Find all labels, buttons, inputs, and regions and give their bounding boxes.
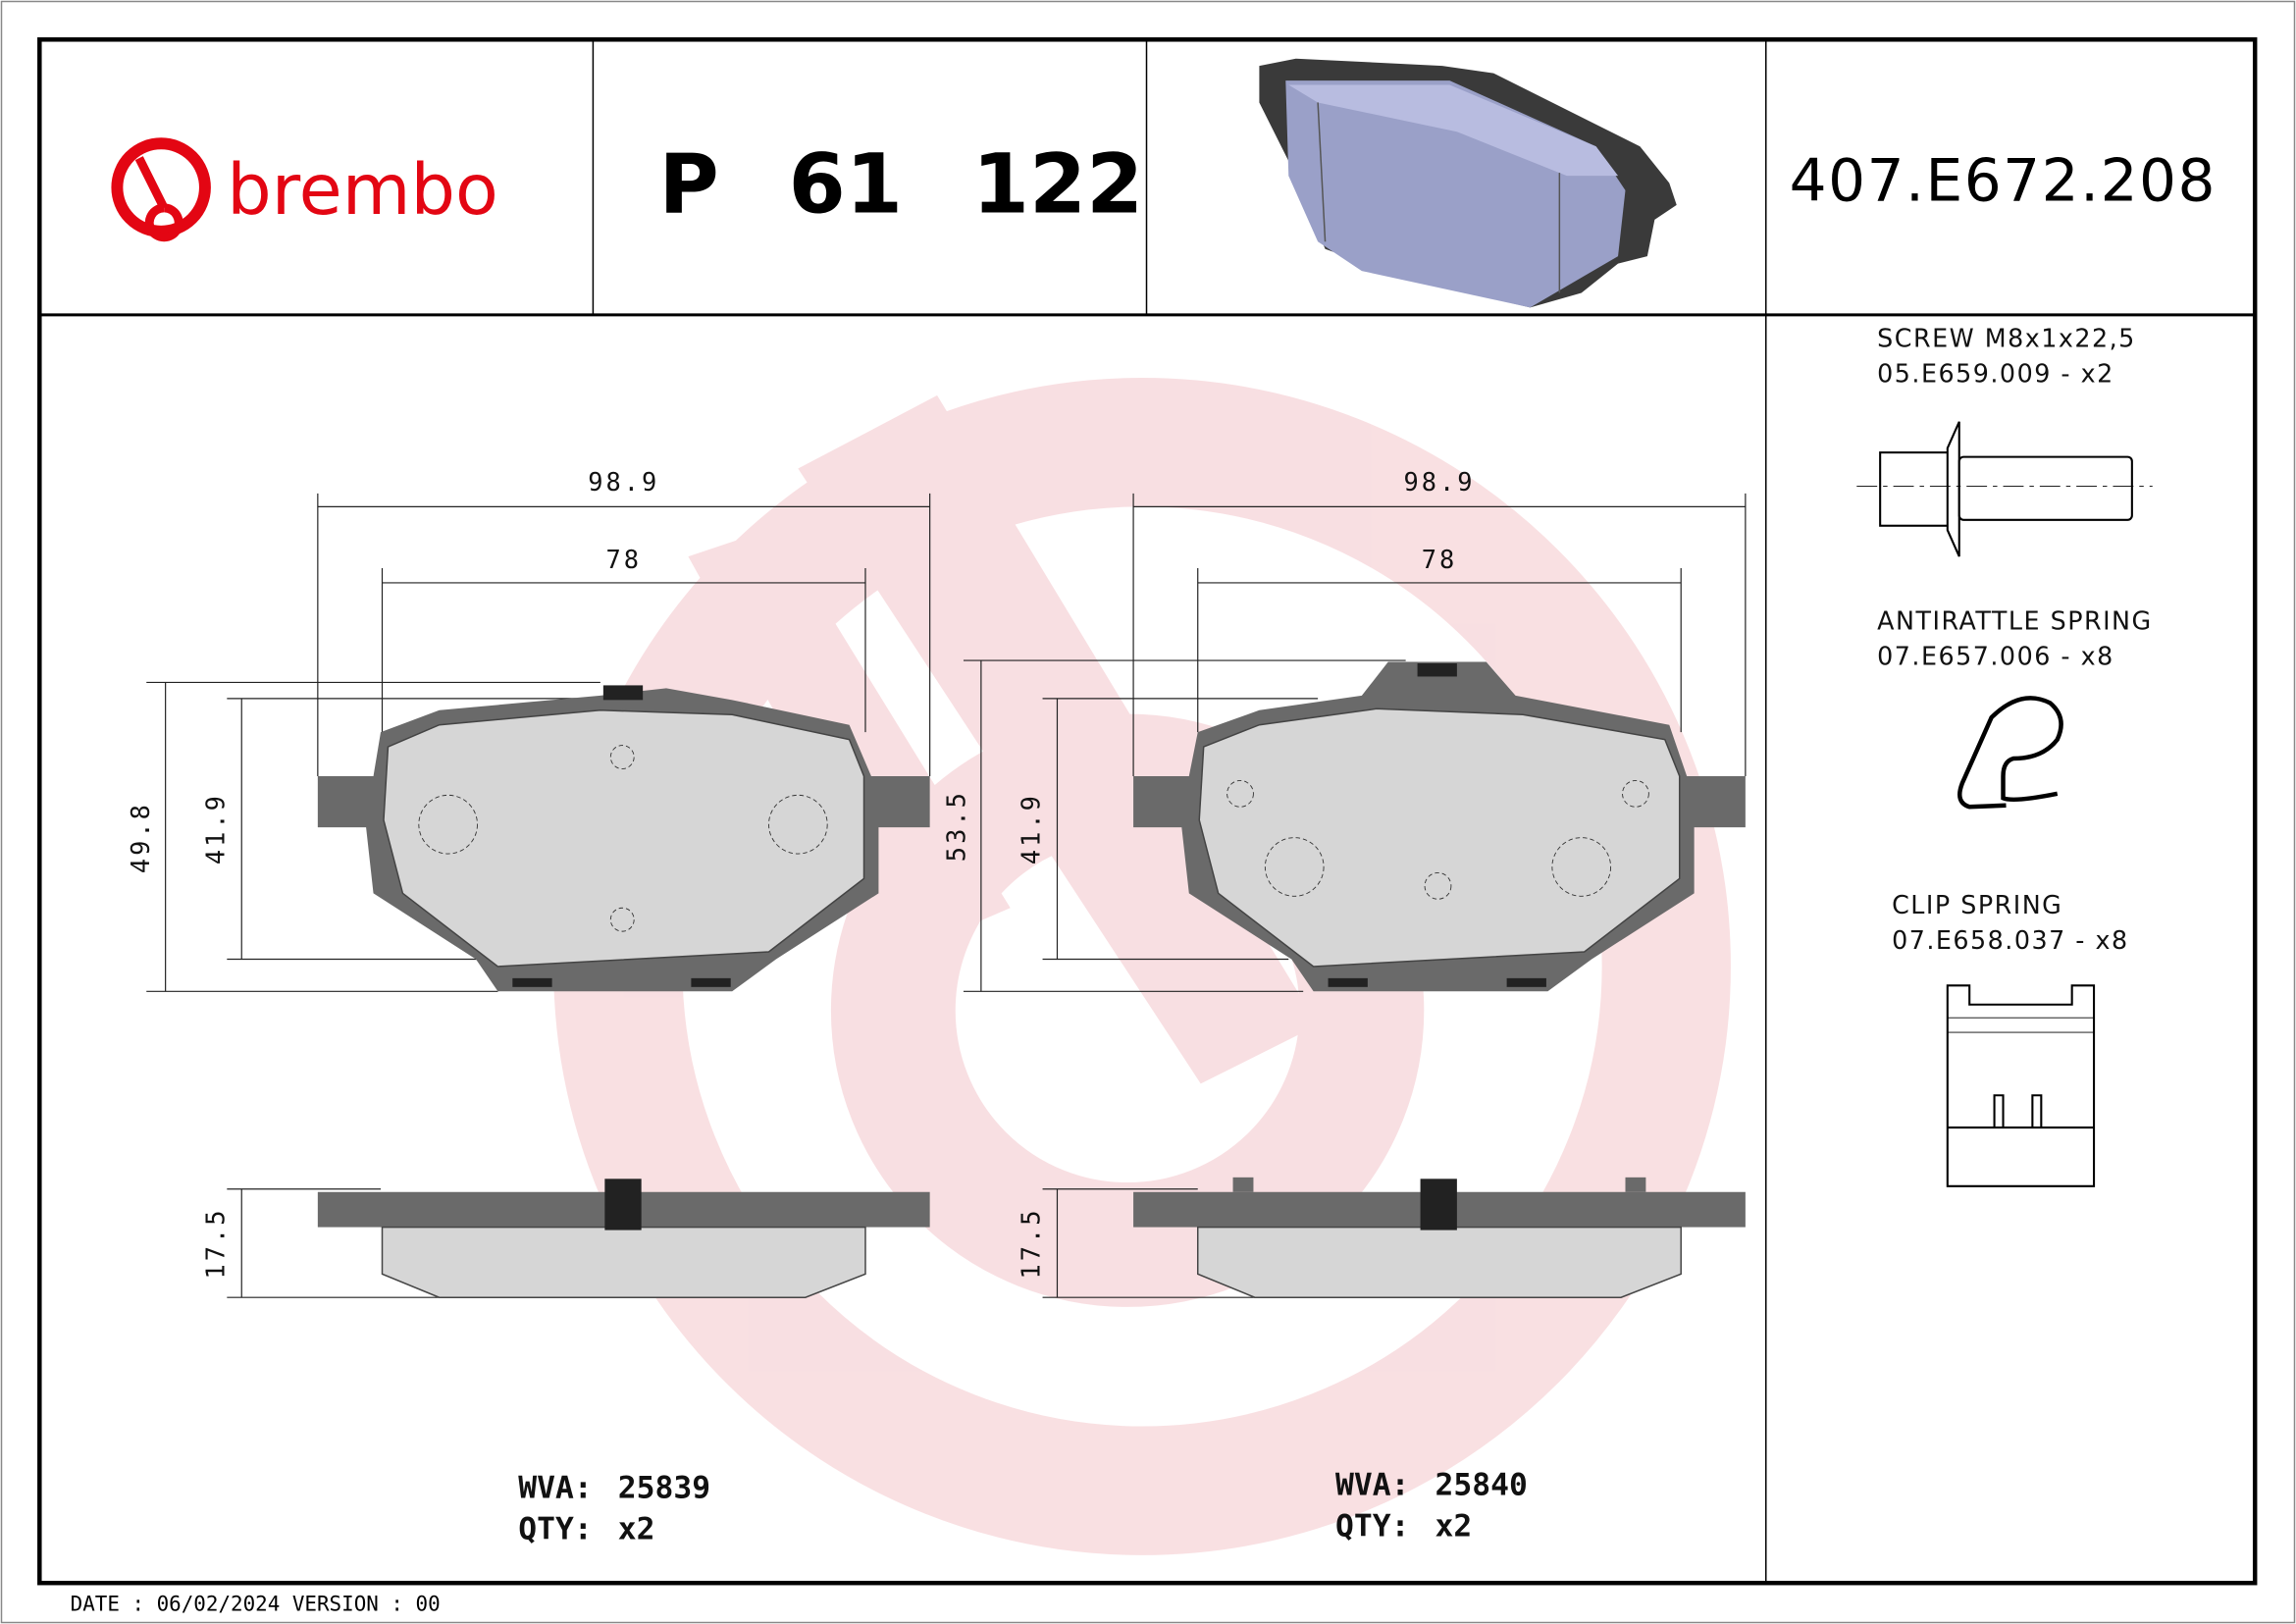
wva-label: WVA: [1335,1468,1409,1503]
accessory-name: ANTIRATTLE SPRING [1877,606,2153,636]
wva-value: 25840 [1435,1468,1527,1503]
accessory-name: CLIP SPRING [1892,890,2062,919]
qty-value: x2 [1435,1508,1472,1544]
qty-label: QTY: [518,1511,592,1546]
reference-code: 407.E672.208 [1790,147,2217,215]
accessory-antirattle-spring: ANTIRATTLE SPRING 07.E657.006 - x8 [1877,606,2153,810]
dim-height-pad: 41.9 [200,793,230,864]
footer-date-version: DATE : 06/02/2024 VERSION : 00 [71,1593,441,1616]
wva-value: 25839 [618,1471,710,1506]
drawing-frame [37,37,2258,1586]
antirattle-spring-icon [1957,696,2063,810]
dim-width-inner: 78 [605,545,642,574]
brand-wordmark: brembo [227,149,497,231]
accessory-name: SCREW M8x1x22,5 [1877,324,2136,353]
brembo-logo: brembo [111,137,498,242]
accessory-code: 07.E658.037 - x8 [1892,925,2129,955]
dim-width-total: 98.9 [1403,467,1475,497]
dim-width-inner: 78 [1422,545,1458,574]
accessory-code: 05.E659.009 - x2 [1877,358,2114,388]
accessory-screw: SCREW M8x1x22,5 05.E659.009 - x2 [1856,324,2153,557]
dim-thickness: 17.5 [200,1207,230,1279]
dim-height-total: 49.8 [126,802,155,873]
pad-drawing-right: 98.9 78 53.5 41.9 17.5 WVA: 25840 QTY: x… [941,467,1747,1544]
pad-drawing-left: 98.9 78 49.8 41.9 17.5 WVA: 25839 QTY: x… [126,467,931,1546]
wva-label: WVA: [518,1471,592,1506]
clip-spring-icon [1946,984,2096,1187]
screw-icon [1856,421,2153,557]
dim-thickness: 17.5 [1017,1207,1046,1279]
qty-value: x2 [618,1511,655,1546]
dim-height-total: 53.5 [941,790,970,862]
accessory-clip-spring: CLIP SPRING 07.E658.037 - x8 [1892,890,2129,1187]
brake-pad-3d-render [1259,58,1677,308]
part-number: P 61 122 [659,135,1144,232]
accessory-code: 07.E657.006 - x8 [1877,642,2114,671]
dim-height-pad: 41.9 [1017,793,1046,864]
qty-label: QTY: [1335,1508,1409,1544]
dim-width-total: 98.9 [588,467,659,497]
